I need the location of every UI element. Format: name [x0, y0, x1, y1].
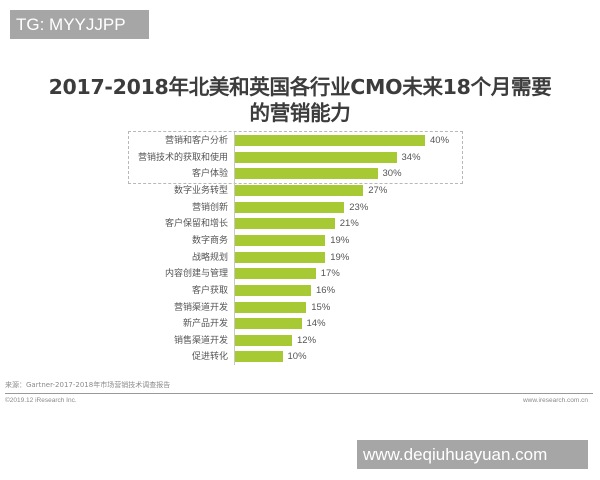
bar-row: 客户保留和增长 21%: [0, 216, 600, 232]
bar: [235, 234, 326, 246]
bar-category-label: 战略规划: [191, 252, 228, 263]
bar-value-label: 19%: [330, 251, 350, 263]
bar-category-label: 客户保留和增长: [164, 219, 228, 230]
bar-row: 营销渠道开发 15%: [0, 300, 600, 316]
bar-value-label: 17%: [320, 268, 340, 280]
watermark-bottom-right-text: www.deqiuhuayuan.com: [363, 444, 548, 464]
top-three-highlight-box: [128, 131, 463, 184]
bar-row: 客户获取 16%: [0, 283, 600, 299]
bar: [235, 184, 364, 196]
chart-title-line-2: 的营销能力: [249, 101, 351, 125]
bar: [235, 201, 345, 213]
bar-value-label: 15%: [311, 301, 331, 313]
bar-value-label: 40%: [430, 135, 450, 146]
bar: [235, 351, 283, 363]
bar-value-label: 34%: [401, 151, 421, 163]
bar-value-label: 16%: [316, 284, 336, 296]
watermark-bottom-right: www.deqiuhuayuan.com: [357, 440, 588, 469]
footer-divider: [5, 393, 593, 394]
bar: [235, 151, 397, 163]
bar-value-label: 19%: [330, 234, 350, 246]
bar-category-label: 客户体验: [191, 169, 228, 180]
bar-row: 客户体验 30%: [0, 166, 600, 182]
bar-category-label: 数字商务: [191, 235, 228, 246]
bar-value-label: 21%: [339, 218, 359, 230]
bar-category-label: 新产品开发: [182, 319, 228, 330]
bar-row: 数字业务转型 27%: [0, 183, 600, 199]
watermark-top-left: TG: MYYJJPP: [10, 10, 149, 39]
bar: [235, 168, 378, 180]
bar-row: 销售渠道开发 12%: [0, 333, 600, 349]
bar: [235, 318, 302, 330]
bar-category-label: 销售渠道开发: [173, 335, 228, 346]
bar: [235, 251, 326, 263]
bar-category-label: 数字业务转型: [173, 185, 228, 196]
copyright-text: ©2019.12 iResearch Inc.: [5, 397, 77, 404]
site-url: www.iresearch.com.cn: [522, 397, 588, 404]
bar-category-label: 营销创新: [191, 202, 228, 213]
bar-category-label: 营销技术的获取和使用: [137, 152, 228, 163]
bar-category-label: 营销渠道开发: [173, 302, 228, 313]
bar-category-label: 营销和客户分析: [164, 136, 228, 146]
bar-row: 战略规划 19%: [0, 250, 600, 266]
bar-row: 促进转化 10%: [0, 349, 600, 365]
bar: [235, 284, 311, 296]
bar-value-label: 14%: [306, 318, 326, 330]
bar: [235, 135, 425, 146]
watermark-top-left-text: TG: MYYJJPP: [16, 14, 126, 34]
bar-value-label: 23%: [349, 201, 369, 213]
bar-row: 营销创新 23%: [0, 200, 600, 216]
bar-row: 数字商务 19%: [0, 233, 600, 249]
bar-row: 内容创建与管理 17%: [0, 266, 600, 282]
bar: [235, 268, 316, 280]
source-note: 来源：Gartner-2017-2018年市场营销技术调查报告: [5, 381, 171, 389]
bar: [235, 334, 292, 346]
bar-row: 营销和客户分析 40%: [0, 133, 600, 149]
chart-title-line-1: 2017-2018年北美和英国各行业CMO未来18个月需要: [48, 75, 552, 99]
bar: [235, 218, 335, 230]
bar-value-label: 12%: [297, 334, 317, 346]
category-axis-line: [234, 132, 235, 365]
bar-row: 营销技术的获取和使用 34%: [0, 150, 600, 166]
bar-row: 新产品开发 14%: [0, 316, 600, 332]
bar-category-label: 促进转化: [191, 352, 228, 363]
bar-category-label: 内容创建与管理: [164, 269, 228, 280]
bar-value-label: 30%: [382, 168, 402, 180]
bar-value-label: 10%: [287, 351, 307, 363]
bar-value-label: 27%: [368, 184, 388, 196]
bar: [235, 301, 307, 313]
bar-category-label: 客户获取: [191, 285, 228, 296]
